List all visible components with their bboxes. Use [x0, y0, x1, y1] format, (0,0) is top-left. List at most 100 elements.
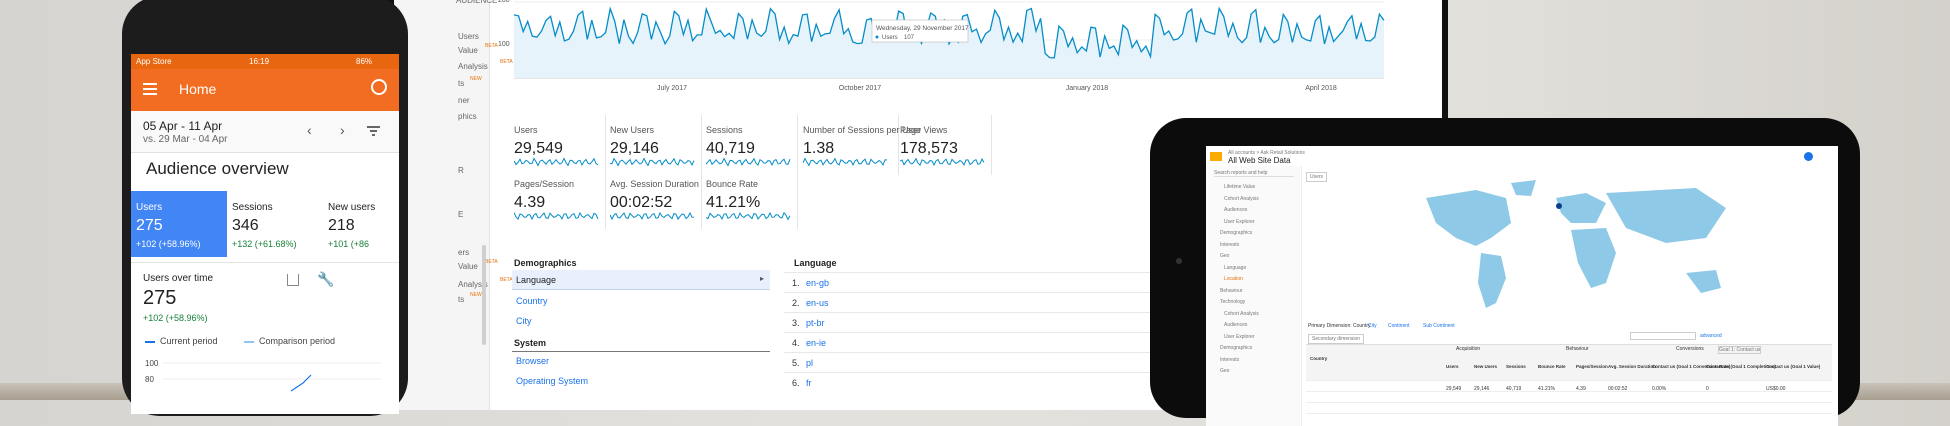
metric-tile[interactable]: New Users 29,146 [610, 115, 702, 175]
column-header[interactable]: Country [1310, 356, 1328, 361]
sidebar-item[interactable]: E [458, 210, 464, 219]
language-code-link[interactable]: en-us [806, 298, 829, 308]
chevron-left-icon[interactable]: ‹ [307, 122, 312, 138]
tablet-sidebar-item[interactable]: Cohort Analysis [1224, 195, 1259, 202]
column-header[interactable]: Users [1446, 364, 1459, 369]
os-dimension[interactable]: Operating System [516, 376, 589, 386]
notification-icon[interactable] [1804, 152, 1813, 161]
column-header[interactable]: Bounce Rate [1538, 364, 1566, 369]
table-search-input[interactable] [1630, 332, 1696, 340]
stat-tile[interactable]: Sessions 346 +132 (+61.68%) [227, 191, 323, 257]
tablet-sidebar-item[interactable]: Behaviour [1220, 287, 1243, 294]
table-row[interactable]: 6. fr [784, 372, 1184, 392]
tablet-sidebar-item[interactable]: User Explorer [1224, 333, 1255, 340]
metric-sparkline [706, 211, 791, 221]
dimension-tab[interactable]: City [1368, 323, 1377, 329]
city-dimension[interactable]: City [516, 316, 532, 326]
secondary-dimension-select[interactable]: Secondary dimension [1308, 334, 1365, 344]
south-america-shape[interactable] [1478, 253, 1506, 308]
tablet-sidebar-item[interactable]: Geo [1220, 368, 1230, 374]
sidebar-item[interactable]: AUDIENCE [456, 0, 498, 5]
language-code-link[interactable]: pl [806, 358, 814, 368]
sidebar-item[interactable]: ts [458, 295, 465, 304]
metric-tile[interactable]: Pages/Session 4.39 [514, 169, 606, 229]
column-header[interactable]: Sessions [1506, 364, 1526, 369]
stat-tile[interactable]: Users 275 +102 (+58.96%) [131, 191, 227, 257]
africa-shape[interactable] [1571, 228, 1616, 288]
sidebar-item[interactable]: ts [458, 79, 465, 88]
column-header[interactable]: Avg. Session Duration [1608, 364, 1656, 369]
uk-highlight[interactable] [1556, 203, 1562, 209]
metric-tile[interactable]: Avg. Session Duration 00:02:52 [610, 169, 702, 229]
sidebar-item[interactable]: Analysis [458, 62, 488, 71]
tablet-sidebar-item[interactable]: Cohort Analysis [1224, 310, 1259, 317]
menu-icon[interactable] [143, 83, 157, 95]
language-code-link[interactable]: pt-br [806, 318, 825, 328]
metric-tile[interactable]: Number of Sessions per User 1.38 [803, 115, 921, 175]
column-header[interactable]: Contact us (Goal 1 Completions) [1706, 364, 1776, 369]
language-code-link[interactable]: en-gb [806, 278, 830, 288]
share-icon[interactable] [287, 274, 299, 286]
wrench-icon[interactable]: 🔧 [317, 271, 335, 287]
asia-shape[interactable] [1606, 188, 1726, 243]
language-code-link[interactable]: fr [806, 378, 812, 388]
sidebar-item[interactable]: phics [458, 112, 477, 121]
tablet-property[interactable]: All Web Site Data [1228, 156, 1291, 165]
tablet-breadcrumb[interactable]: All accounts > Ask Retail Solutions [1228, 150, 1305, 156]
greenland-shape[interactable] [1511, 180, 1536, 196]
browser-dimension[interactable]: Browser [516, 356, 550, 366]
chevron-right-icon[interactable]: › [340, 122, 345, 138]
australia-shape[interactable] [1686, 270, 1721, 293]
tablet-sidebar-item[interactable]: Geo [1220, 253, 1230, 259]
dimension-tab[interactable]: Sub Continent [1423, 323, 1455, 329]
sidebar-item[interactable]: ner [458, 96, 470, 105]
refresh-icon[interactable] [371, 79, 387, 95]
language-code-link[interactable]: en-ie [806, 338, 827, 348]
row-index: 5. [792, 358, 800, 368]
sidebar-item[interactable]: Value [458, 46, 478, 55]
table-row[interactable]: 1. en-gb [784, 272, 1184, 292]
sidebar-item[interactable]: Value [458, 262, 478, 271]
metric-tile[interactable]: Sessions 40,719 [706, 115, 798, 175]
europe-shape[interactable] [1556, 193, 1606, 223]
dimension-tab[interactable]: Primary Dimension: Country [1308, 323, 1371, 329]
users-chip[interactable]: Users [1306, 172, 1328, 182]
table-row[interactable]: 5. pl [784, 352, 1184, 372]
sidebar-item[interactable]: Users [458, 32, 479, 41]
dimension-tab[interactable]: Continent [1388, 323, 1410, 329]
table-row[interactable]: 4. en-ie [784, 332, 1184, 352]
north-america-shape[interactable] [1426, 190, 1511, 246]
date-range-bar[interactable]: 05 Apr - 11 Apr vs. 29 Mar - 04 Apr ‹ › [131, 111, 399, 153]
table-row[interactable]: 3. pt-br [784, 312, 1184, 332]
column-header[interactable]: New Users [1474, 364, 1498, 369]
tablet-sidebar-item[interactable]: Audiences [1224, 322, 1248, 328]
tablet-search-input[interactable]: Search reports and help [1214, 170, 1294, 177]
tablet-sidebar-item[interactable]: Interests [1220, 356, 1240, 363]
tablet-sidebar-item[interactable]: Language [1224, 264, 1247, 271]
goal-select[interactable]: Goal 1: Contact us [1718, 346, 1762, 354]
column-header[interactable]: Contact us (Goal 1 Value) [1766, 364, 1821, 369]
stat-tile[interactable]: New users 218 +101 (+86 [323, 191, 399, 257]
sidebar-scrollbar[interactable] [482, 245, 486, 345]
advanced-link[interactable]: advanced [1700, 333, 1722, 339]
country-dimension[interactable]: Country [516, 296, 548, 306]
metric-tile[interactable]: Bounce Rate 41.21% [706, 169, 798, 229]
metric-tile[interactable]: Users 29,549 [514, 115, 606, 175]
tablet-sidebar-item[interactable]: Interests [1220, 241, 1240, 248]
language-dimension[interactable]: Language ▸ [512, 270, 770, 290]
sidebar-item[interactable]: Analysis [458, 280, 488, 289]
sidebar-item[interactable]: ers [458, 248, 470, 257]
table-row[interactable]: 2. en-us [784, 292, 1184, 312]
tablet-sidebar-item[interactable]: Location [1224, 276, 1243, 282]
tablet-sidebar-item[interactable]: Lifetime Value [1224, 184, 1256, 190]
tablet-sidebar-item[interactable]: Technology [1220, 299, 1246, 305]
metric-tile[interactable]: Page Views 178,573 [900, 115, 992, 175]
column-header[interactable]: Pages/Session [1576, 364, 1608, 369]
tablet-sidebar-item[interactable]: Audiences [1224, 207, 1248, 213]
tablet-sidebar-item[interactable]: Demographics [1220, 230, 1253, 236]
column-header[interactable]: Contact us (Goal 1 Conversion Rate) [1652, 364, 1731, 369]
sidebar-item[interactable]: R [458, 166, 464, 175]
tablet-sidebar-item[interactable]: Demographics [1220, 345, 1253, 351]
filter-icon[interactable] [367, 126, 380, 136]
tablet-sidebar-item[interactable]: User Explorer [1224, 218, 1255, 225]
